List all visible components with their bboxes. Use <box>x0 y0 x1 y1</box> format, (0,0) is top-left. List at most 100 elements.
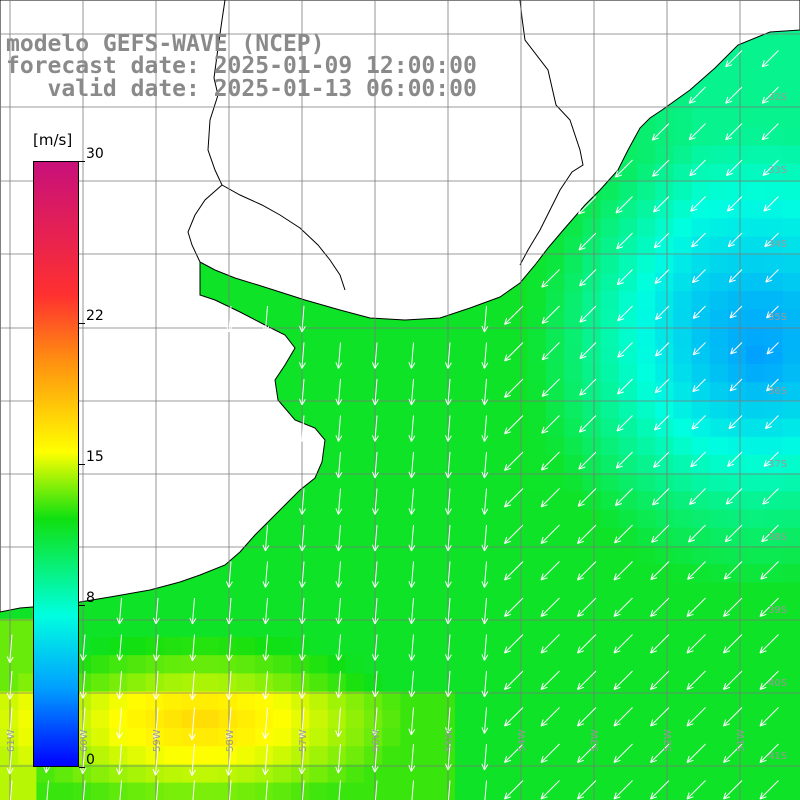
wind-speed-cell <box>637 782 656 800</box>
wind-arrow <box>690 196 706 212</box>
longitude-label: 55W <box>444 729 455 752</box>
wind-speed-cell <box>782 182 800 201</box>
wind-speed-cell <box>709 491 729 511</box>
wind-speed-cell <box>709 72 729 92</box>
wind-speed-cell <box>491 473 511 492</box>
wind-speed-cell <box>418 345 438 365</box>
wind-arrow <box>727 232 743 248</box>
wind-speed-cell <box>382 364 401 383</box>
wind-arrow <box>481 342 489 369</box>
wind-speed-cell <box>200 764 219 784</box>
wind-arrow <box>614 159 633 178</box>
wind-speed-cell <box>618 637 638 656</box>
wind-speed-cell <box>673 655 693 674</box>
wind-speed-cell <box>655 709 674 729</box>
wind-arrow <box>408 378 416 406</box>
wind-speed-cell <box>309 491 329 511</box>
wind-speed-cell <box>109 618 128 638</box>
colorbar-tick-label: 15 <box>86 449 104 465</box>
wind-speed-cell <box>382 655 401 674</box>
wind-speed-cell <box>655 582 674 602</box>
wind-speed-cell <box>382 546 401 565</box>
wind-speed-cell <box>345 418 365 438</box>
wind-speed-cell <box>764 291 784 310</box>
wind-speed-cell <box>400 418 420 438</box>
wind-speed-cell <box>400 455 420 474</box>
wind-speed-cell <box>91 764 110 784</box>
wind-speed-cell <box>218 273 238 292</box>
wind-speed-cell <box>327 473 347 492</box>
wind-speed-cell <box>0 782 19 800</box>
wind-speed-cell <box>527 327 547 347</box>
wind-speed-cell <box>436 455 456 474</box>
latitude-label: 35S <box>768 312 787 323</box>
latitude-label: 33S <box>768 165 787 176</box>
wind-speed-cell <box>163 637 183 656</box>
wind-speed-cell <box>764 436 784 456</box>
wind-speed-cell <box>418 637 438 656</box>
wind-speed-cell <box>709 509 729 529</box>
wind-arrow <box>116 743 123 775</box>
wind-speed-cell <box>709 127 729 147</box>
wind-speed-cell <box>200 746 219 765</box>
wind-speed-cell <box>327 491 347 511</box>
wind-speed-cell <box>546 582 565 602</box>
wind-speed-cell <box>637 218 656 238</box>
wind-speed-cell <box>709 273 729 292</box>
wind-speed-cell <box>546 400 565 420</box>
wind-arrow <box>504 488 524 508</box>
wind-speed-cell <box>455 509 474 529</box>
wind-speed-cell <box>691 218 711 238</box>
wind-speed-cell <box>546 764 565 784</box>
wind-arrow <box>298 378 306 406</box>
wind-speed-cell <box>618 655 638 674</box>
wind-arrow <box>686 597 706 617</box>
wind-speed-cell <box>436 345 456 365</box>
wind-speed-cell <box>509 382 529 401</box>
latitude-label: 38S <box>768 532 787 543</box>
wind-speed-cell <box>655 127 674 147</box>
wind-speed-cell <box>709 473 729 492</box>
wind-speed-cell <box>491 546 511 565</box>
wind-speed-cell <box>673 382 693 401</box>
wind-speed-cell <box>291 509 310 529</box>
wind-speed-cell <box>673 163 693 183</box>
wind-speed-cell <box>491 564 511 583</box>
wind-speed-cell <box>182 600 201 620</box>
wind-speed-cell <box>18 728 37 747</box>
wind-speed-cell <box>764 218 784 238</box>
wind-speed-cell <box>327 400 347 420</box>
wind-speed-cell <box>345 327 365 347</box>
wind-arrow <box>613 597 633 617</box>
wind-speed-cell <box>691 600 711 620</box>
wind-speed-cell <box>691 400 711 420</box>
wind-arrow <box>408 597 416 625</box>
wind-speed-cell <box>382 600 401 620</box>
wind-speed-cell <box>527 491 547 511</box>
wind-speed-cell <box>618 782 638 800</box>
wind-arrow <box>262 597 270 625</box>
wind-speed-cell <box>782 236 800 256</box>
wind-speed-cell <box>145 709 165 729</box>
wind-speed-cell <box>673 327 693 347</box>
wind-speed-cell <box>418 436 438 456</box>
wind-speed-cell <box>345 455 365 474</box>
wind-speed-cell <box>327 382 347 401</box>
wind-speed-cell <box>382 491 401 511</box>
wind-arrow <box>613 780 633 800</box>
wind-speed-cell <box>600 273 620 292</box>
wind-speed-cell <box>109 655 128 674</box>
wind-speed-cell <box>691 618 711 638</box>
wind-speed-cell <box>728 254 747 274</box>
latitude-label: 40S <box>768 678 787 689</box>
wind-arrow <box>298 524 306 552</box>
wind-speed-cell <box>309 564 329 583</box>
wind-speed-cell <box>382 782 401 800</box>
wind-speed-cell <box>182 782 201 800</box>
wind-speed-cell <box>782 291 800 310</box>
wind-speed-cell <box>236 291 256 310</box>
wind-speed-cell <box>728 436 747 456</box>
wind-speed-cell <box>436 582 456 602</box>
wind-speed-cell <box>200 709 219 729</box>
